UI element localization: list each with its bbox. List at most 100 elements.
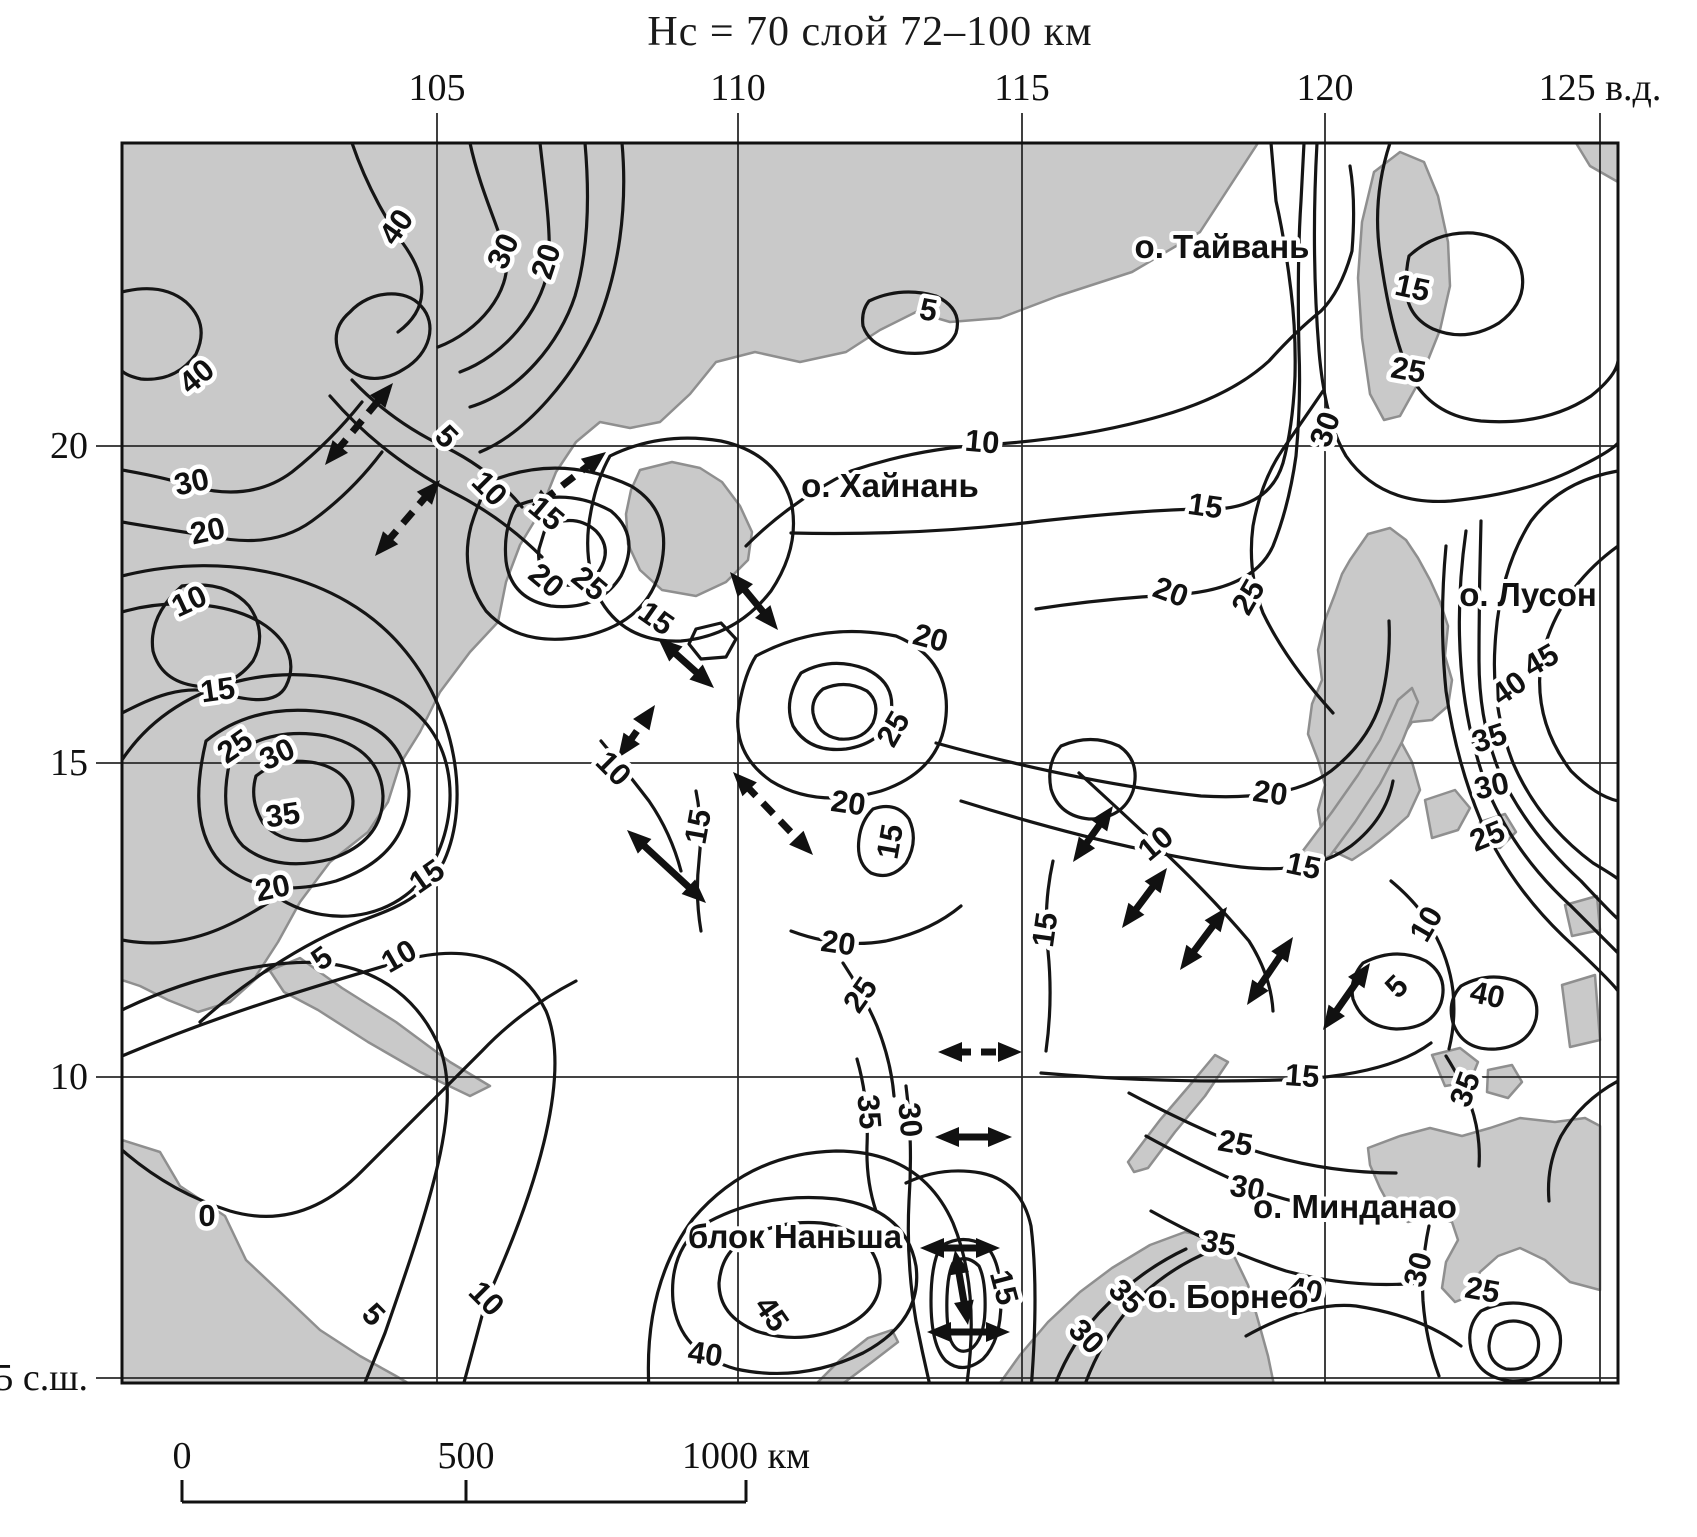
arrow-shaft — [954, 1267, 969, 1308]
graticule-grid — [96, 113, 1620, 1385]
contour-label: 15 — [983, 1266, 1026, 1308]
contour-line-10 — [122, 951, 557, 1383]
land-ne-corner-land — [1574, 143, 1618, 184]
arrow-head — [754, 605, 778, 630]
arrow-head — [998, 1042, 1022, 1062]
arrow-shaft — [742, 782, 804, 845]
arrow-head — [789, 830, 813, 855]
arrow-shaft — [1254, 949, 1286, 993]
arrow-head — [1348, 963, 1370, 989]
contour-line-25 — [537, 519, 607, 587]
contour-line-10 — [1389, 879, 1456, 1051]
arrow-head — [618, 732, 640, 758]
contour-label: 0 — [198, 1198, 215, 1233]
contour-label: 25 — [1215, 1122, 1255, 1162]
contour-line-15 — [687, 621, 738, 661]
contour-label: 10 — [375, 932, 422, 980]
contour-label: 15 — [869, 822, 909, 862]
tectonic-arrow — [730, 572, 778, 630]
contour-label: 30 — [171, 461, 212, 502]
contour-label: 15 — [1283, 845, 1324, 886]
arrow-head — [1073, 836, 1096, 862]
arrow-shaft — [333, 394, 385, 454]
contour-line-15 — [586, 436, 796, 643]
arrow-shaft — [540, 460, 594, 504]
contour-line-30 — [224, 731, 385, 866]
contour-line-30 — [1053, 1247, 1188, 1383]
tectonic-arrow — [949, 1250, 974, 1325]
island-label-luzon: о. Лусон — [1459, 576, 1597, 613]
land-regions — [122, 143, 1618, 1383]
arrow-head — [733, 772, 757, 797]
contour-line-30 — [1312, 143, 1618, 504]
arrow-head — [627, 830, 652, 854]
land-visayas-2 — [1485, 1063, 1524, 1100]
arrow-head — [1323, 1004, 1345, 1030]
land-mindanao — [1366, 1116, 1602, 1304]
lat-tick-label: 15 — [50, 742, 88, 784]
lon-tick-label: 115 — [994, 67, 1050, 109]
contour-line-20 — [503, 495, 631, 609]
contour-label: 20 — [187, 510, 228, 551]
contour-label: 25 — [565, 559, 614, 608]
tectonic-arrow — [920, 1238, 1000, 1258]
contour-line-15 — [122, 602, 293, 715]
contour-label: 5 — [1378, 968, 1415, 1005]
contour-label: 45 — [1517, 636, 1564, 684]
contour-line-35 — [1444, 1054, 1481, 1168]
contour-line-30 — [1457, 529, 1618, 955]
contour-line-35 — [252, 759, 355, 843]
map-frame — [120, 141, 1620, 1385]
contour-label: 40 — [1467, 974, 1508, 1015]
tectonic-arrow — [1073, 806, 1113, 862]
lat-tick-label: 20 — [50, 425, 88, 467]
arrow-shaft — [669, 647, 703, 679]
scale-bar-label: 500 — [438, 1435, 495, 1477]
tectonic-arrow — [935, 1127, 1012, 1147]
contour-line-30 — [122, 400, 364, 494]
arrow-head — [416, 480, 440, 505]
lat-tick-label: 10 — [50, 1056, 88, 1098]
island-label-borneo: о. Борнео — [1148, 1278, 1309, 1315]
arrow-head — [658, 638, 683, 662]
arrow-head — [1180, 944, 1203, 970]
arrow-head — [689, 664, 714, 688]
contour-line-25 — [1127, 1091, 1398, 1175]
contour-label: 20 — [819, 923, 858, 962]
contour-line-15 — [468, 143, 590, 409]
land-sw-corner-land — [122, 1138, 411, 1383]
tectonic-arrow — [1122, 868, 1167, 928]
contour-line-45 — [717, 1220, 882, 1339]
contour-line-5 — [861, 290, 959, 355]
contour-label: 15 — [1284, 1057, 1321, 1094]
arrow-head — [988, 1127, 1012, 1147]
arrow-head — [633, 705, 655, 731]
tectonic-arrow — [325, 383, 393, 465]
contour-label: 35 — [263, 795, 302, 834]
land-hainan — [624, 460, 754, 598]
isoline-contours — [122, 143, 1618, 1383]
contour-line-10 — [150, 583, 262, 688]
contour-line-10 — [478, 143, 626, 454]
arrow-head — [681, 879, 706, 903]
tectonic-arrow — [658, 638, 714, 688]
contour-line-40 — [670, 1195, 919, 1376]
arrow-head — [927, 1322, 951, 1342]
island-label-nansha: блок Наньша — [688, 1218, 903, 1255]
contour-line-15 — [789, 143, 1297, 536]
contour-line-15 — [122, 564, 459, 1024]
contour-line-0 — [122, 979, 578, 1218]
tectonic-arrow — [1247, 937, 1293, 1005]
tectonic-arrow — [1180, 907, 1227, 970]
contour-line-35 — [1083, 1249, 1213, 1383]
tectonic-arrow — [528, 452, 606, 512]
land-mainland — [122, 143, 1260, 1098]
contour-label: 10 — [462, 1274, 511, 1323]
contour-label: 25 — [1388, 349, 1428, 389]
contour-line-25 — [1468, 1301, 1563, 1383]
lon-tick-label: 110 — [710, 67, 766, 109]
contour-label: 25 — [836, 971, 884, 1019]
arrow-head — [920, 1238, 944, 1258]
lat-tick-label: 5 с.ш. — [0, 1357, 88, 1399]
